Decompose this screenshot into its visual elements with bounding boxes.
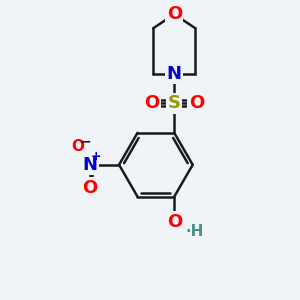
Text: +: + xyxy=(91,150,101,163)
Text: O: O xyxy=(167,5,182,23)
Text: O: O xyxy=(71,139,84,154)
Text: S: S xyxy=(168,94,181,112)
Text: O: O xyxy=(82,179,97,197)
Text: O: O xyxy=(189,94,204,112)
Text: N: N xyxy=(167,65,182,83)
Text: −: − xyxy=(80,134,91,148)
Text: O: O xyxy=(167,213,182,231)
Text: ·H: ·H xyxy=(185,224,204,238)
Text: N: N xyxy=(82,156,97,174)
Text: O: O xyxy=(145,94,160,112)
